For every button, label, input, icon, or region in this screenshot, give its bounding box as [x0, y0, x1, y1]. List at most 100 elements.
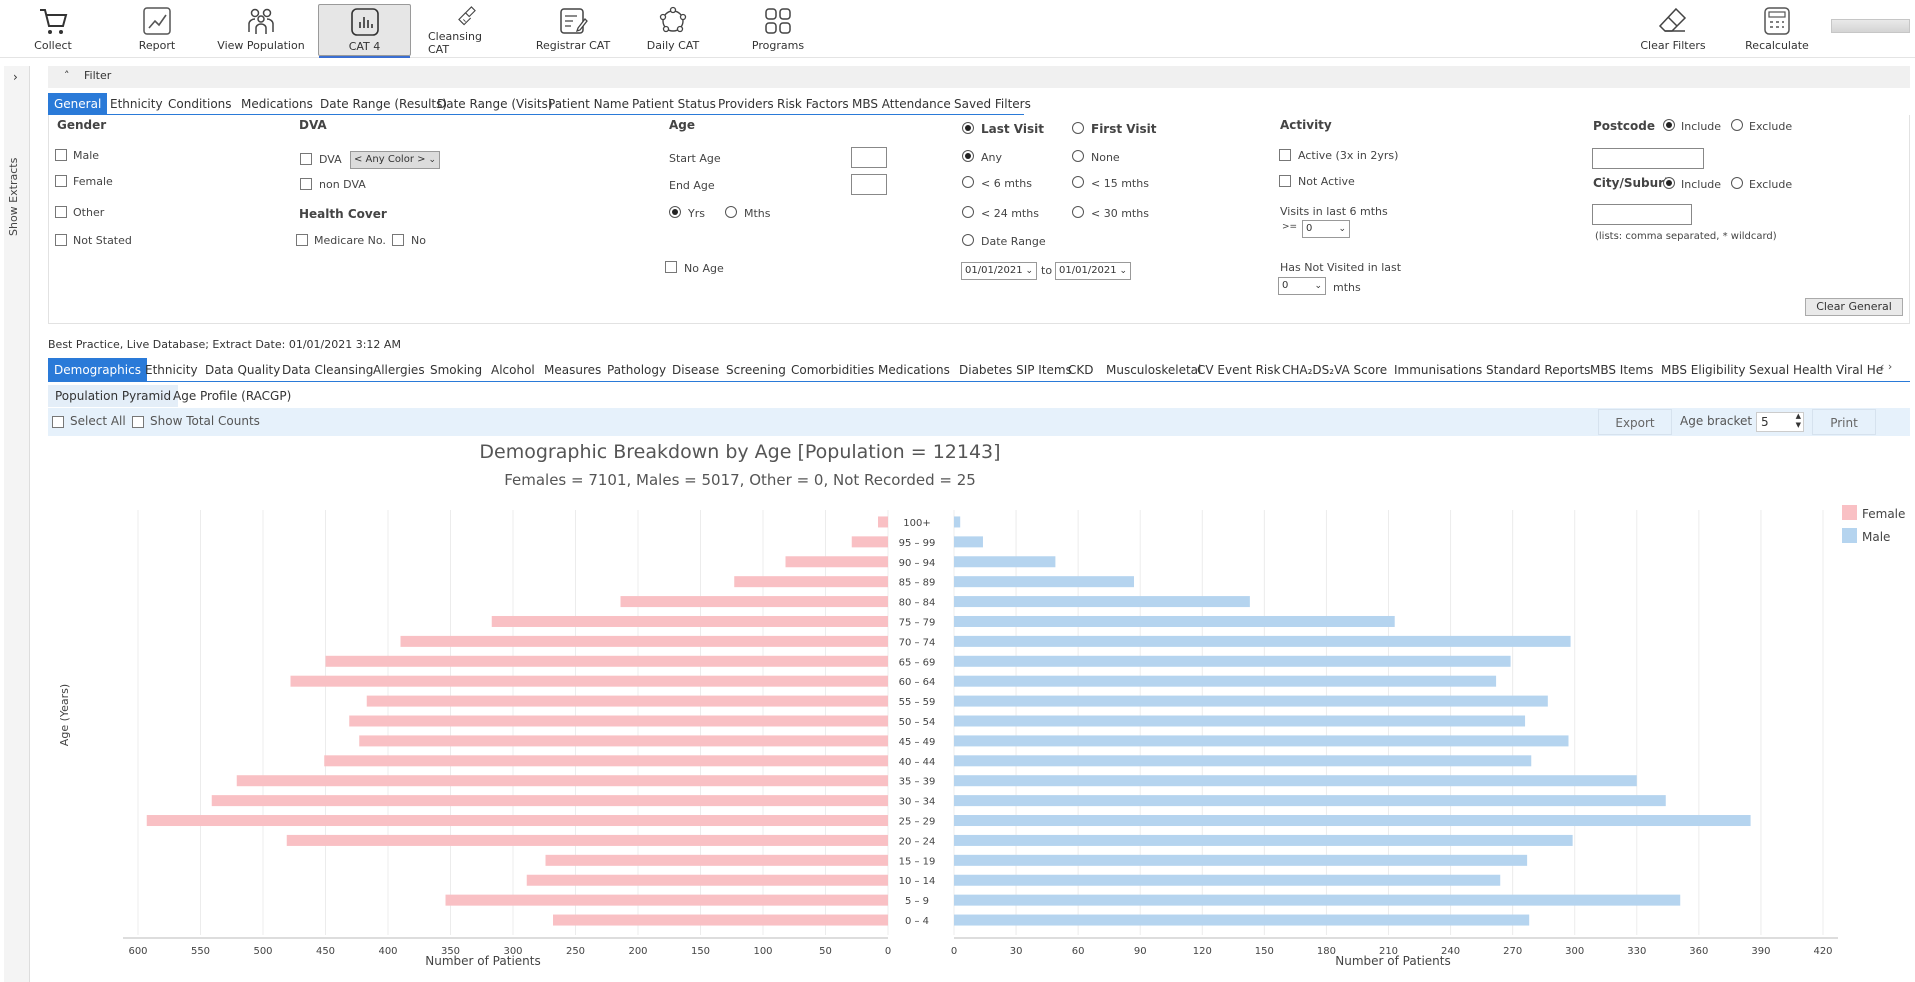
tab-medications-report[interactable]: Medications	[878, 363, 950, 377]
tab-risk-factors[interactable]: Risk Factors	[777, 97, 849, 111]
not-visited-select[interactable]: 0 ⌄	[1278, 277, 1326, 295]
view-population-button[interactable]: View Population	[216, 4, 306, 56]
tab-general[interactable]: General	[48, 93, 108, 115]
daily-cat-button[interactable]: Daily CAT	[645, 4, 701, 56]
lt30-radio[interactable]	[1072, 206, 1084, 218]
registrar-cat-button[interactable]: Registrar CAT	[533, 4, 613, 56]
show-total-counts-checkbox[interactable]	[132, 416, 144, 428]
tab-providers[interactable]: Providers	[718, 97, 774, 111]
active-checkbox[interactable]	[1279, 149, 1291, 161]
medicare-checkbox[interactable]	[296, 234, 308, 246]
eraser-icon	[1658, 7, 1687, 32]
date-range-radio[interactable]	[962, 234, 974, 246]
not-stated-checkbox[interactable]	[55, 234, 67, 246]
tab-chads-score[interactable]: CHA₂DS₂VA Score	[1282, 363, 1388, 377]
non-dva-checkbox[interactable]	[300, 178, 312, 190]
city-exclude-radio[interactable]	[1731, 177, 1743, 189]
cat4-button[interactable]: CAT 4	[318, 4, 411, 58]
print-button[interactable]: Print	[1812, 409, 1876, 435]
no-age-checkbox[interactable]	[665, 261, 677, 273]
dva-checkbox[interactable]	[300, 153, 312, 165]
male-bar	[954, 735, 1569, 747]
any-radio[interactable]	[962, 150, 974, 162]
tab-population-pyramid[interactable]: Population Pyramid	[48, 385, 179, 407]
collect-button[interactable]: Collect	[30, 4, 76, 56]
tab-viral-hepatitis[interactable]: Viral He	[1836, 363, 1884, 377]
select-all-checkbox[interactable]	[52, 416, 64, 428]
recalculate-button[interactable]: Recalculate	[1744, 4, 1810, 56]
chevron-down-icon: ⌄	[1025, 266, 1033, 276]
lt24-radio[interactable]	[962, 206, 974, 218]
tab-demographics[interactable]: Demographics	[48, 358, 147, 381]
postcode-input[interactable]	[1592, 148, 1704, 169]
other-checkbox[interactable]	[55, 206, 67, 218]
tab-ethnicity[interactable]: Ethnicity	[110, 97, 163, 111]
tab-patient-name[interactable]: Patient Name	[548, 97, 629, 111]
chevron-right-icon[interactable]: ›	[13, 70, 18, 84]
lt6-radio[interactable]	[962, 176, 974, 188]
postcode-include-radio[interactable]	[1663, 119, 1675, 131]
export-button[interactable]: Export	[1598, 409, 1672, 435]
tab-ethnicity-report[interactable]: Ethnicity	[145, 363, 198, 377]
extracts-sidebar[interactable]: › Show Extracts	[4, 66, 30, 982]
tab-comorbidities[interactable]: Comorbidities	[791, 363, 875, 377]
tab-cv-event-risk[interactable]: CV Event Risk	[1197, 363, 1281, 377]
tab-smoking[interactable]: Smoking	[430, 363, 483, 377]
chevron-left-icon[interactable]: ‹	[1880, 360, 1885, 373]
postcode-exclude-radio[interactable]	[1731, 119, 1743, 131]
tab-measures[interactable]: Measures	[544, 363, 602, 377]
spinner-arrows-icon[interactable]: ▲ ▼	[1795, 412, 1801, 429]
tab-allergies[interactable]: Allergies	[373, 363, 425, 377]
to-date-picker[interactable]: 01/01/2021 ⌄	[1055, 262, 1131, 280]
tab-medications[interactable]: Medications	[241, 97, 313, 111]
tab-standard-reports[interactable]: Standard Reports	[1486, 363, 1591, 377]
tab-alcohol[interactable]: Alcohol	[491, 363, 535, 377]
start-age-input[interactable]	[851, 147, 887, 168]
tab-ckd[interactable]: CKD	[1068, 363, 1094, 377]
chevron-right-icon[interactable]: ›	[1887, 360, 1893, 373]
tab-sexual-health[interactable]: Sexual Health	[1749, 363, 1833, 377]
last-visit-radio[interactable]	[962, 122, 974, 134]
cleansing-cat-button[interactable]: Cleansing CAT	[428, 4, 506, 56]
male-checkbox[interactable]	[55, 149, 67, 161]
dva-color-select[interactable]: < Any Color > ⌄	[350, 151, 440, 169]
tab-mbs-items[interactable]: MBS Items	[1590, 363, 1654, 377]
tab-immunisations[interactable]: Immunisations	[1394, 363, 1483, 377]
report-button[interactable]: Report	[135, 4, 179, 56]
age-bracket-spinner[interactable]: 5 ▲ ▼	[1756, 412, 1804, 432]
no-medicare-checkbox[interactable]	[392, 234, 404, 246]
mths-radio[interactable]	[725, 206, 737, 218]
tab-mbs-attendance[interactable]: MBS Attendance	[852, 97, 951, 111]
tab-screening[interactable]: Screening	[726, 363, 786, 377]
first-visit-radio[interactable]	[1072, 122, 1084, 134]
tab-data-quality[interactable]: Data Quality	[205, 363, 281, 377]
tab-mbs-eligibility[interactable]: MBS Eligibility	[1661, 363, 1746, 377]
clear-general-button[interactable]: Clear General	[1805, 298, 1903, 316]
city-include-radio[interactable]	[1663, 177, 1675, 189]
tab-scroll-arrows[interactable]: ‹ ›	[1880, 360, 1892, 373]
tab-data-cleansing[interactable]: Data Cleansing	[282, 363, 374, 377]
from-date-picker[interactable]: 01/01/2021 ⌄	[961, 262, 1037, 280]
tab-musculoskeletal[interactable]: Musculoskeletal	[1106, 363, 1202, 377]
user-field[interactable]	[1831, 19, 1910, 33]
lt15-radio[interactable]	[1072, 176, 1084, 188]
none-radio[interactable]	[1072, 150, 1084, 162]
tab-saved-filters[interactable]: Saved Filters	[954, 97, 1031, 111]
tab-date-range-results[interactable]: Date Range (Results)	[320, 97, 448, 111]
filter-header[interactable]: ˄ Filter	[48, 66, 1910, 88]
tab-pathology[interactable]: Pathology	[607, 363, 667, 377]
visits-count-select[interactable]: 0 ⌄	[1302, 220, 1350, 238]
tab-age-profile[interactable]: Age Profile (RACGP)	[173, 389, 292, 403]
clear-filters-button[interactable]: Clear Filters	[1640, 4, 1706, 56]
programs-button[interactable]: Programs	[750, 4, 806, 56]
tab-conditions[interactable]: Conditions	[168, 97, 232, 111]
not-active-checkbox[interactable]	[1279, 175, 1291, 187]
tab-date-range-visits[interactable]: Date Range (Visits)	[437, 97, 553, 111]
female-checkbox[interactable]	[55, 175, 67, 187]
tab-disease[interactable]: Disease	[672, 363, 720, 377]
tab-patient-status[interactable]: Patient Status	[632, 97, 716, 111]
yrs-radio[interactable]	[669, 206, 681, 218]
city-input[interactable]	[1592, 204, 1692, 225]
end-age-input[interactable]	[851, 174, 887, 195]
tab-diabetes-sip[interactable]: Diabetes SIP Items	[959, 363, 1072, 377]
